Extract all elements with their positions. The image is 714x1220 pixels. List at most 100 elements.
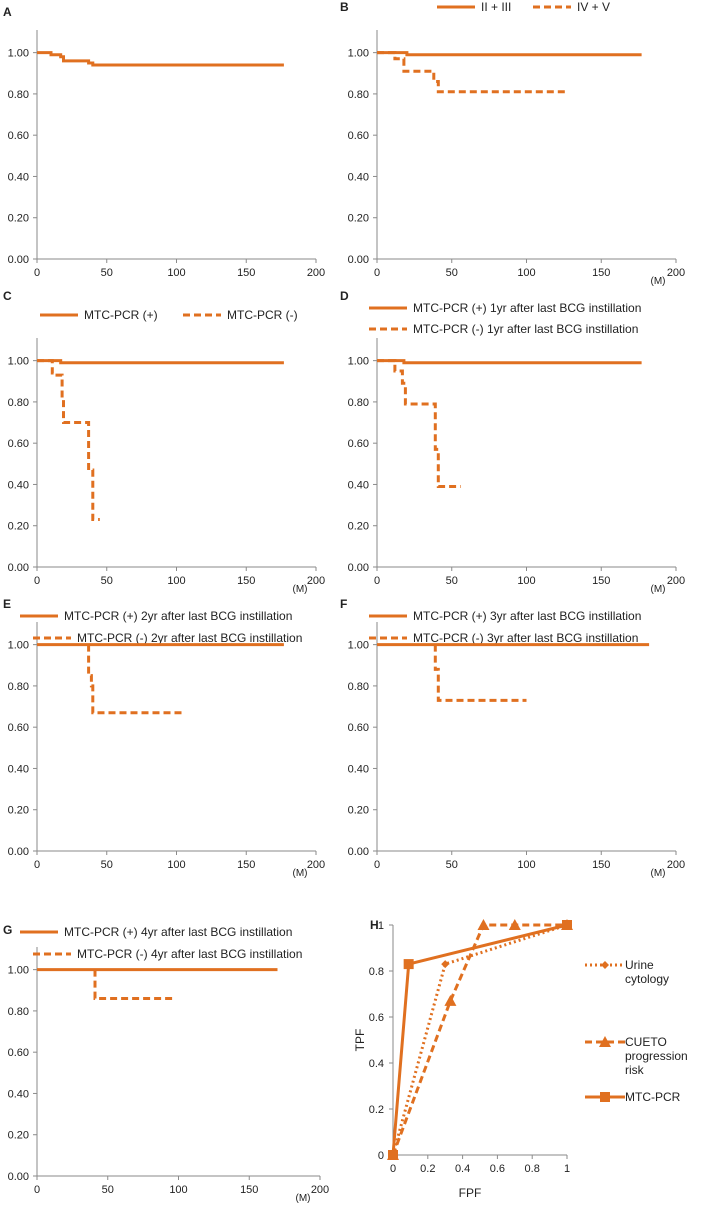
panel-letter: B <box>340 0 349 14</box>
panel-letter: F <box>340 597 347 611</box>
y-tick-label: 0.80 <box>8 89 29 101</box>
y-tick-label: 0.00 <box>348 562 369 574</box>
y-tick-label: 0.00 <box>8 846 29 858</box>
legend-entry-line: MTC-PCR <box>625 1090 681 1104</box>
x-tick-label: 100 <box>167 267 185 279</box>
legend-entry: MTC-PCR (+) 4yr after last BCG instillat… <box>64 925 292 939</box>
legend-marker <box>599 1036 611 1047</box>
x-tick-label: 200 <box>667 267 685 279</box>
y-tick-label: 1.00 <box>8 48 29 60</box>
y-tick-label: 0.80 <box>348 681 369 693</box>
y-tick-label: 0.20 <box>8 213 29 225</box>
y-tick-label: 0.80 <box>8 681 29 693</box>
x-tick-label: 200 <box>307 859 325 871</box>
x-unit-label: (M) <box>293 868 308 879</box>
x-tick-label: 150 <box>592 267 610 279</box>
x-unit-label: (M) <box>651 868 666 879</box>
x-unit-label: (M) <box>293 584 308 595</box>
panel-letter: A <box>3 5 12 19</box>
y-tick-label: 0.00 <box>8 562 29 574</box>
roc-curve <box>391 923 567 1156</box>
y-tick-label: 1.00 <box>8 640 29 652</box>
x-tick-label: 0 <box>390 1163 396 1175</box>
panel-a: A 0.00 0.20 0.40 0.60 0.80 1.00 0 50 100 150 200 <box>3 5 325 279</box>
y-tick-label: 0.40 <box>8 479 29 491</box>
y-tick-label: 0.00 <box>348 846 369 858</box>
survival-curve <box>377 51 567 94</box>
x-tick-label: 0.2 <box>420 1163 435 1175</box>
y-tick-label: 0.60 <box>8 722 29 734</box>
roc-point-marker <box>403 959 414 970</box>
y-tick-label: 0.80 <box>8 397 29 409</box>
x-tick-label: 200 <box>307 267 325 279</box>
y-tick-label: 0.60 <box>8 1047 29 1059</box>
y-tick-label: 1.00 <box>348 48 369 60</box>
legend-entry: MTC-PCR (-) 4yr after last BCG instillat… <box>77 947 302 961</box>
x-tick-label: 200 <box>307 575 325 587</box>
y-axis-title: TPF <box>353 1029 367 1052</box>
y-tick-label: 0.00 <box>348 254 369 266</box>
x-tick-label: 150 <box>237 859 255 871</box>
survival-curve <box>93 969 176 1000</box>
x-tick-label: 50 <box>102 1184 114 1196</box>
y-tick-label: 1.00 <box>8 356 29 368</box>
x-axis-title: FPF <box>459 1186 482 1200</box>
x-tick-label: 50 <box>446 575 458 587</box>
x-tick-label: 50 <box>101 267 113 279</box>
y-tick-label: 0.40 <box>8 763 29 775</box>
y-tick-label: 0.60 <box>348 722 369 734</box>
y-tick-label: 0.6 <box>369 1012 384 1024</box>
y-tick-label: 0.40 <box>348 479 369 491</box>
y-tick-label: 0.80 <box>8 1006 29 1018</box>
panel-b: B 0.00 0.20 0.40 0.60 0.80 1.00 0 50 100 150 200(M)… <box>340 0 685 287</box>
y-tick-label: 1.00 <box>348 640 369 652</box>
x-tick-label: 0 <box>34 1184 40 1196</box>
legend-entry: Urine cytology <box>625 958 669 986</box>
y-tick-label: 0.60 <box>8 438 29 450</box>
x-tick-label: 50 <box>446 267 458 279</box>
roc-curve <box>391 923 568 1156</box>
panel-letter: E <box>3 597 11 611</box>
legend-entry: MTC-PCR (+) 1yr after last BCG instillat… <box>413 301 641 315</box>
y-tick-label: 0.20 <box>348 213 369 225</box>
legend-entry: MTC-PCR (-) 1yr after last BCG instillat… <box>413 322 638 336</box>
y-tick-label: 0.80 <box>348 397 369 409</box>
survival-curve <box>433 644 527 702</box>
legend-marker <box>600 1092 610 1102</box>
legend-entry: IV + V <box>577 0 610 14</box>
legend-entry-line: cytology <box>625 972 669 986</box>
roc-point-marker <box>388 1150 398 1160</box>
x-tick-label: 100 <box>517 575 535 587</box>
survival-curve <box>37 359 100 521</box>
y-tick-label: 0.80 <box>348 89 369 101</box>
roc-point-marker <box>562 920 572 930</box>
survival-curve <box>87 644 185 715</box>
panel-c: C 0.00 0.20 0.40 0.60 0.80 1.00 0 50 100 150 200(M)… <box>3 289 325 595</box>
y-tick-label: 0.00 <box>8 254 29 266</box>
x-tick-label: 200 <box>667 575 685 587</box>
legend-entry: II + III <box>481 0 511 14</box>
x-tick-label: 0 <box>34 575 40 587</box>
x-tick-label: 0 <box>374 859 380 871</box>
x-tick-label: 150 <box>592 575 610 587</box>
y-tick-label: 0.4 <box>369 1058 384 1070</box>
legend-entry: MTC-PCR (+) 3yr after last BCG instillat… <box>413 609 641 623</box>
x-tick-label: 100 <box>169 1184 187 1196</box>
x-unit-label: (M) <box>651 276 666 287</box>
y-tick-label: 1.00 <box>8 965 29 977</box>
legend-entry: MTC-PCR (-) 3yr after last BCG instillat… <box>413 631 638 645</box>
survival-curve <box>377 359 642 365</box>
y-tick-label: 0 <box>378 1150 384 1162</box>
x-tick-label: 0.4 <box>455 1163 470 1175</box>
x-tick-label: 50 <box>101 575 113 587</box>
legend-entry: MTC-PCR <box>625 1090 681 1104</box>
x-tick-label: 0.6 <box>490 1163 505 1175</box>
x-tick-label: 150 <box>240 1184 258 1196</box>
x-tick-label: 100 <box>167 575 185 587</box>
legend-entry-line: progression <box>625 1049 688 1063</box>
panel-letter: D <box>340 289 349 303</box>
y-tick-label: 0.40 <box>348 763 369 775</box>
y-tick-label: 0.20 <box>348 521 369 533</box>
y-tick-label: 0.00 <box>8 1171 29 1183</box>
